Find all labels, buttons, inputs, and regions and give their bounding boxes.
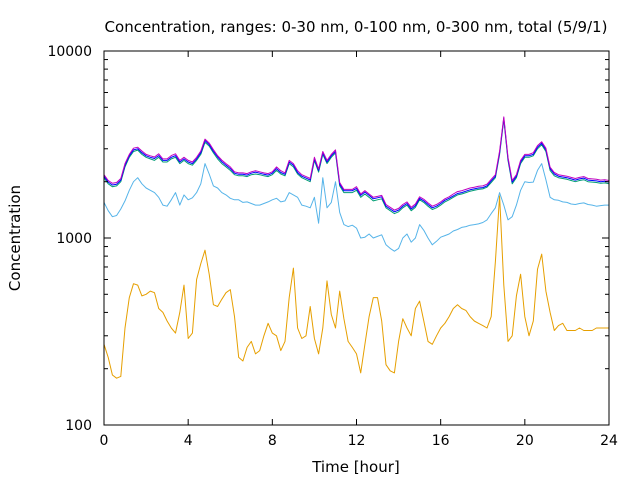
x-tick-label: 20 — [516, 433, 534, 449]
series-line-5 — [103, 116, 610, 211]
series-line-2 — [103, 163, 609, 252]
x-tick-label: 8 — [268, 433, 277, 449]
series-line-4 — [103, 117, 610, 213]
y-tick-label: 10000 — [47, 44, 92, 60]
x-tick-label: 0 — [100, 433, 109, 449]
y-tick-label: 100 — [65, 418, 92, 434]
x-tick-label: 16 — [432, 433, 450, 449]
series-line-3 — [103, 119, 610, 215]
y-tick-label: 1000 — [56, 231, 92, 247]
ticks-layer: 0 4 8 12 16 20 24 100 1000 10000 — [47, 44, 618, 449]
x-axis-label: Time [hour] — [311, 458, 400, 476]
series-layer — [103, 116, 610, 379]
x-tick-label: 12 — [348, 433, 366, 449]
x-tick-label: 24 — [600, 433, 618, 449]
y-axis-label: Concentration — [6, 185, 24, 291]
x-tick-label: 4 — [184, 433, 193, 449]
series-line-1 — [103, 195, 609, 379]
chart-title: Concentration, ranges: 0-30 nm, 0-100 nm… — [105, 18, 608, 36]
plot-frame — [103, 50, 610, 426]
